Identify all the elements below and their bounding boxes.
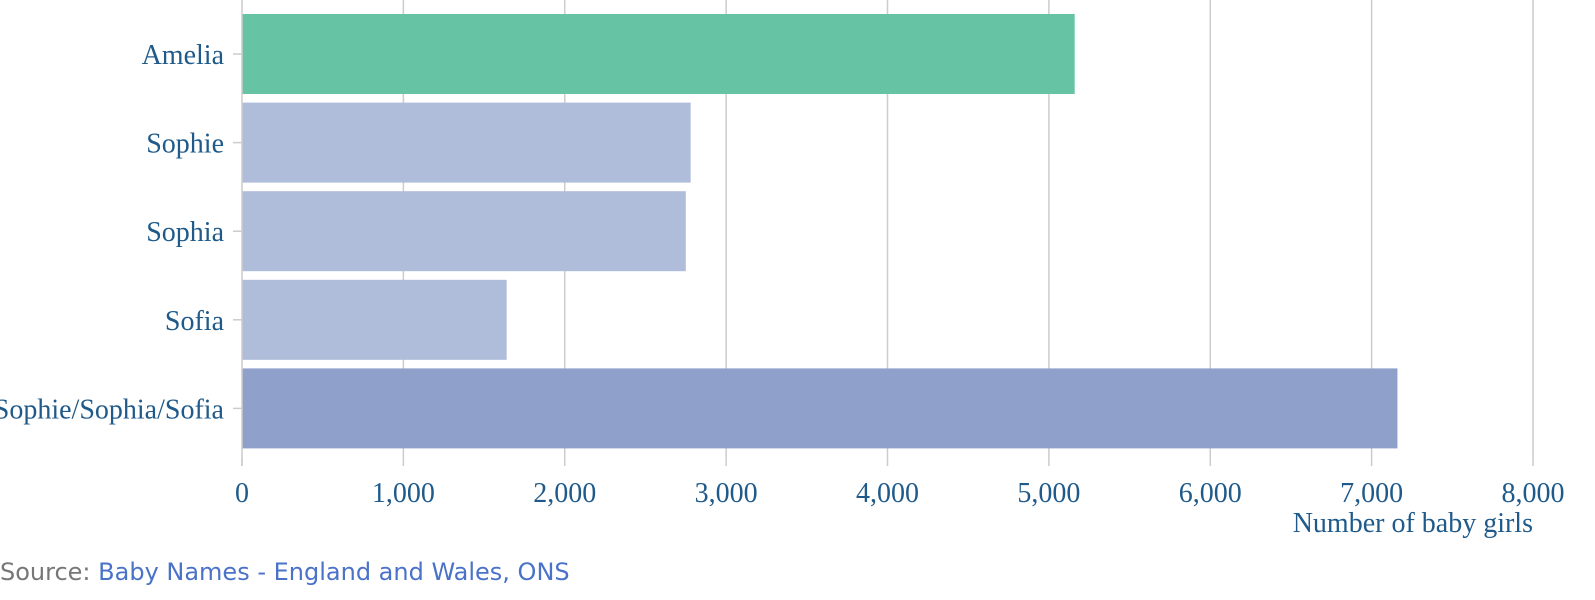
tick-labels: 0 1,000 2,000 3,000 4,000 5,000 6,000 7,000 8,00…	[0, 40, 1565, 509]
x-tick-label: 4,000	[856, 478, 919, 509]
y-tick-label: Sofia	[165, 306, 225, 337]
source-prefix: Source:	[0, 558, 99, 586]
source-link[interactable]: Baby Names - England and Wales, ONS	[98, 558, 570, 586]
x-tick-label: 5,000	[1017, 478, 1080, 509]
x-tick-label: 1,000	[372, 478, 435, 509]
bar	[242, 191, 686, 272]
bar	[242, 279, 507, 360]
x-tick-label: 3,000	[695, 478, 758, 509]
axes	[233, 0, 1534, 466]
x-tick-label: 6,000	[1179, 478, 1242, 509]
bar	[242, 14, 1075, 94]
x-tick-label: 0	[235, 478, 249, 509]
y-tick-label: Sophie/Sophia/Sofia	[0, 394, 225, 425]
bar	[242, 368, 1398, 449]
y-tick-label: Amelia	[142, 40, 225, 71]
bar-chart: 0 1,000 2,000 3,000 4,000 5,000 6,000 7,000 8,00…	[0, 0, 1565, 539]
y-tick-label: Sophie	[146, 129, 224, 160]
x-tick-label: 7,000	[1340, 478, 1403, 509]
source-note: Source: Baby Names - England and Wales, …	[0, 558, 570, 586]
bars	[242, 14, 1398, 449]
x-tick-label: 2,000	[533, 478, 596, 509]
x-axis-title: Number of baby girls	[1293, 508, 1533, 539]
y-tick-label: Sophia	[146, 217, 224, 248]
x-tick-label: 8,000	[1502, 478, 1565, 509]
bar	[242, 102, 691, 183]
